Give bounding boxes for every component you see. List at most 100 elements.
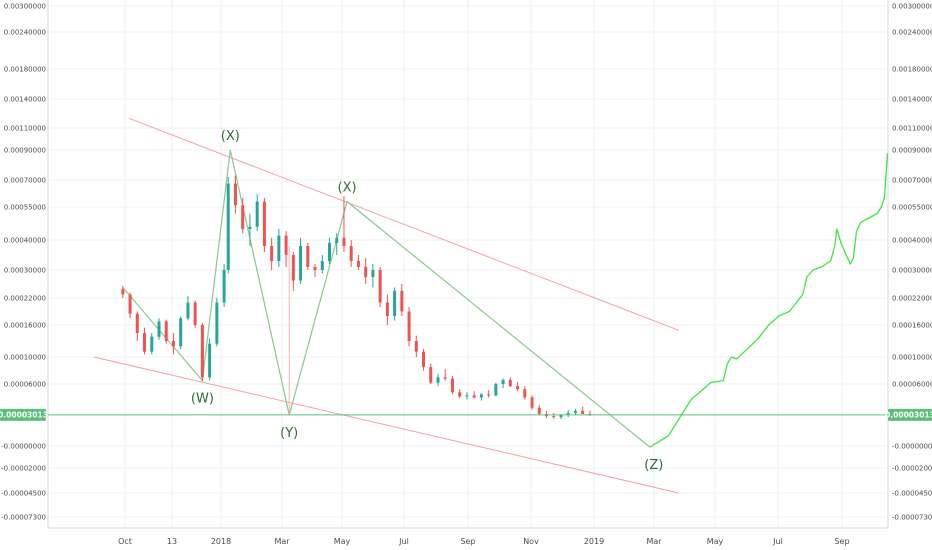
- y-tick-label: 0.00180000: [892, 66, 932, 74]
- y-tick-label: 0.00140000: [892, 96, 932, 104]
- x-tick-label: Jul: [772, 537, 783, 546]
- candle-body: [306, 246, 310, 267]
- y-tick-label: 0.00090000: [4, 147, 46, 155]
- y-tick-label: -0.00004500: [892, 490, 932, 498]
- candle-body: [494, 384, 498, 396]
- y-tick-label: 0.00016000: [4, 322, 46, 330]
- x-tick-label: Sep: [460, 537, 475, 546]
- x-tick-label: 2018: [211, 537, 231, 546]
- price-badge-right: [888, 408, 932, 421]
- x-tick-label: May: [334, 537, 351, 546]
- candle-body: [356, 261, 360, 267]
- candle-body: [222, 270, 226, 303]
- grid: [48, 0, 888, 528]
- candle-body: [255, 201, 259, 227]
- candle-body: [320, 261, 324, 270]
- y-tick-label: -0.00007300: [1, 514, 46, 522]
- y-tick-label: 0.00010000: [892, 354, 932, 362]
- y-tick-label: 0.00240000: [4, 29, 46, 37]
- candle-body: [458, 392, 462, 397]
- candle-body: [414, 341, 418, 352]
- candle-body: [450, 378, 454, 393]
- candle-body: [171, 341, 175, 347]
- candle-body: [349, 246, 353, 261]
- channel-upper-line: [128, 117, 679, 331]
- candle-body: [270, 246, 274, 261]
- candle-body: [501, 379, 505, 384]
- candle-body: [200, 325, 204, 378]
- wave-label: (X): [221, 129, 240, 144]
- y-tick-label: 0.00070000: [892, 177, 932, 185]
- left-price-axis[interactable]: 0.00300000 0.00240000 0.00180000 0.00140000…: [1, 3, 46, 522]
- candle-body: [248, 226, 252, 229]
- y-tick-label: -0.00002000: [1, 465, 46, 473]
- y-tick-label: 0.00022000: [4, 295, 46, 303]
- candle-body: [400, 291, 404, 312]
- wave-label: (W): [191, 392, 214, 407]
- candle-body: [530, 397, 534, 408]
- y-tick-label: 0.00010000: [4, 354, 46, 362]
- y-tick-label: -0.00000000: [1, 443, 46, 451]
- candle-body: [335, 237, 339, 243]
- candle-body: [581, 410, 585, 414]
- price-badge-left: [0, 408, 46, 421]
- channel-lines: [93, 117, 679, 494]
- candle-body: [128, 294, 132, 314]
- y-tick-label: 0.00110000: [4, 125, 46, 133]
- y-tick-label: -0.00004500: [1, 490, 46, 498]
- candle-body: [559, 415, 563, 418]
- candle-body: [516, 386, 520, 390]
- y-tick-label: 0.00070000: [4, 177, 46, 185]
- candle-body: [233, 183, 237, 206]
- candle-body: [523, 389, 527, 398]
- candle-body: [566, 412, 570, 415]
- candle-body: [364, 267, 368, 277]
- candle-body: [465, 395, 469, 397]
- candle-body: [135, 313, 139, 333]
- wave-label: (X): [338, 181, 357, 196]
- x-tick-label: Jul: [398, 537, 409, 546]
- candlestick-series: [121, 175, 592, 420]
- price-badge-right-text: 0.00003013: [885, 411, 932, 420]
- y-tick-label: 0.00016000: [892, 322, 932, 330]
- x-tick-label: Nov: [523, 537, 539, 546]
- candle-body: [313, 267, 317, 270]
- x-tick-label: Sep: [834, 537, 849, 546]
- candle-body: [299, 246, 303, 281]
- candle-body: [164, 321, 168, 341]
- y-tick-label: -0.00002000: [892, 465, 932, 473]
- wave-label: (Z): [644, 458, 663, 473]
- x-tick-label: 2019: [584, 537, 604, 546]
- candle-body: [385, 302, 389, 316]
- candle-body: [552, 416, 556, 418]
- y-tick-label: 0.00240000: [892, 29, 932, 37]
- candle-body: [393, 291, 397, 316]
- candle-body: [215, 302, 219, 344]
- candle-body: [150, 336, 154, 352]
- x-tick-label: Oct: [118, 537, 132, 546]
- candle-body: [328, 243, 331, 261]
- candle-body: [262, 201, 266, 246]
- channel-lower-line: [93, 356, 679, 494]
- y-tick-label: 0.00110000: [892, 125, 932, 133]
- candle-body: [422, 351, 426, 368]
- candle-body: [342, 237, 346, 246]
- candle-body: [241, 205, 245, 229]
- wave-label: (Y): [280, 426, 298, 441]
- candle-body: [179, 318, 183, 347]
- y-tick-label: 0.00140000: [4, 96, 46, 104]
- y-tick-label: 0.00300000: [892, 3, 932, 11]
- projection-path: [649, 152, 889, 448]
- y-tick-label: 0.00040000: [892, 237, 932, 245]
- x-tick-label: Mar: [274, 537, 290, 546]
- wave-lines: [122, 149, 651, 448]
- candle-body: [472, 395, 476, 398]
- y-tick-label: 0.00006000: [4, 381, 46, 389]
- right-price-axis[interactable]: 0.00300000 0.00240000 0.00180000 0.00140000…: [892, 3, 932, 522]
- candle-body: [208, 343, 212, 378]
- candle-body: [378, 270, 382, 303]
- current-price-line: 0.00003013 0.00003013: [0, 408, 932, 421]
- time-axis[interactable]: Oct 13 2018 Mar May Jul Sep Nov 2019 Mar May Jul Sep: [118, 537, 849, 546]
